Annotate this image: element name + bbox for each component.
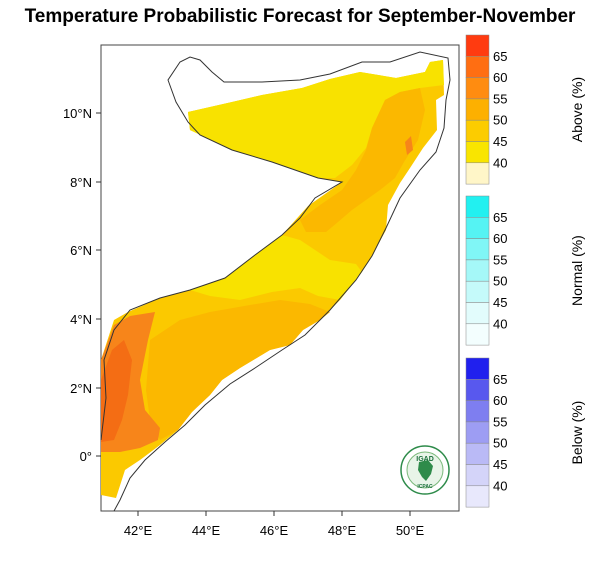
colorbar-below: 65 60 55 50 45 40 Below (%) (465, 357, 585, 508)
colorbar-level-label: 40 (493, 316, 507, 331)
y-tick-label: 8°N (70, 175, 92, 190)
x-tick-labels: 42°E 44°E 46°E 48°E 50°E (124, 523, 425, 538)
colorbar-swatch (465, 280, 490, 303)
colorbar-level-label: 65 (493, 210, 507, 225)
colorbar-swatch (465, 195, 490, 218)
colorbar-level-label: 65 (493, 372, 507, 387)
colorbar-swatch (465, 302, 490, 325)
colorbar-level-label: 45 (493, 295, 507, 310)
colorbar-swatch (465, 379, 490, 401)
colorbar-swatch (465, 421, 490, 444)
colorbars: 65 60 55 50 45 40 Above (%) 65 60 55 50 45 40 Normal … (465, 34, 585, 508)
y-tick-label: 4°N (70, 312, 92, 327)
colorbar-swatch (465, 217, 490, 239)
colorbar-swatch (465, 485, 490, 508)
region-50-percent-east (300, 88, 425, 232)
x-axis (137, 511, 411, 516)
logo-bottom-text: ICPAC (417, 484, 433, 490)
y-tick-label: 6°N (70, 243, 92, 258)
colorbar-title: Below (%) (569, 401, 585, 465)
y-tick-labels: 10°N 8°N 6°N 4°N 2°N 0° (63, 106, 92, 464)
colorbar-level-label: 45 (493, 134, 507, 149)
region-60-percent-southwest (101, 340, 132, 442)
colorbar-swatch (465, 98, 490, 121)
colorbar-level-label: 55 (493, 91, 507, 106)
colorbar-above: 65 60 55 50 45 40 Above (%) (465, 34, 585, 185)
colorbar-level-label: 50 (493, 113, 507, 128)
colorbar-level-label: 45 (493, 457, 507, 472)
y-tick-label: 0° (80, 449, 92, 464)
x-tick-label: 46°E (260, 523, 289, 538)
region-50-percent-south (146, 300, 330, 440)
colorbar-swatch (465, 77, 490, 100)
colorbar-swatch (465, 323, 490, 346)
logo-top-text: IGAD (416, 456, 434, 463)
colorbar-title: Normal (%) (569, 235, 585, 306)
colorbar-swatch (465, 162, 490, 185)
colorbar-swatch (465, 259, 490, 282)
x-tick-label: 50°E (396, 523, 425, 538)
africa-icon (418, 460, 433, 481)
forecast-field (101, 60, 444, 498)
igad-icpac-logo: IGAD ICPAC (400, 445, 450, 495)
colorbar-level-label: 60 (493, 393, 507, 408)
x-tick-label: 48°E (328, 523, 357, 538)
colorbar-swatch (465, 464, 490, 487)
colorbar-title: Above (%) (569, 77, 585, 142)
colorbar-normal: 65 60 55 50 45 40 Normal (%) (465, 195, 585, 346)
colorbar-level-label: 40 (493, 478, 507, 493)
region-40-percent-north (188, 60, 444, 178)
colorbar-level-label: 60 (493, 70, 507, 85)
colorbar-level-label: 50 (493, 436, 507, 451)
colorbar-swatch (465, 56, 490, 78)
colorbar-level-label: 65 (493, 49, 507, 64)
colorbar-swatch (465, 400, 490, 423)
y-axis (96, 112, 101, 457)
colorbar-swatch (465, 442, 490, 465)
region-55-percent-northeast (405, 136, 413, 155)
colorbar-swatch (465, 34, 490, 57)
y-tick-label: 10°N (63, 106, 92, 121)
x-tick-label: 42°E (124, 523, 153, 538)
country-outline (100, 51, 451, 512)
colorbar-level-label: 60 (493, 231, 507, 246)
y-tick-label: 2°N (70, 381, 92, 396)
colorbar-level-label: 55 (493, 414, 507, 429)
x-tick-label: 44°E (192, 523, 221, 538)
colorbar-swatch (465, 119, 490, 142)
colorbar-level-label: 40 (493, 155, 507, 170)
colorbar-swatch (465, 238, 490, 261)
colorbar-swatch (465, 357, 490, 380)
colorbar-level-label: 55 (493, 252, 507, 267)
map-title: Temperature Probabilistic Forecast for S… (24, 6, 576, 27)
colorbar-level-label: 50 (493, 274, 507, 289)
region-40-percent-central (190, 235, 362, 300)
colorbar-swatch (465, 141, 490, 164)
